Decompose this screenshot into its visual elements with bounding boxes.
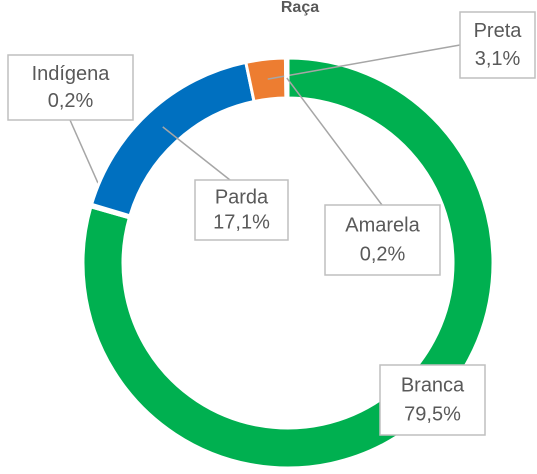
data-label-value: 79,5% — [404, 404, 461, 426]
leader-line — [162, 126, 231, 181]
donut-segment — [81, 56, 495, 470]
chart-title: Raça — [281, 0, 319, 16]
data-label-name: Amarela — [345, 214, 420, 236]
label-box — [7, 54, 134, 121]
data-label-name: Parda — [215, 186, 269, 208]
data-label-name: Preta — [474, 20, 523, 42]
label-box — [324, 204, 441, 276]
data-label-value: 3,1% — [475, 48, 521, 70]
label-box — [379, 364, 486, 436]
label-box — [194, 179, 289, 241]
data-label-value: 17,1% — [213, 211, 270, 233]
donut-segment — [244, 56, 288, 104]
data-label-name: Branca — [401, 374, 465, 396]
donut-segment — [283, 56, 290, 100]
leader-line — [286, 77, 383, 206]
data-label-value: 0,2% — [48, 90, 94, 112]
data-label-name: Indígena — [32, 63, 111, 85]
data-label-value: 0,2% — [360, 244, 406, 266]
label-box — [459, 11, 536, 79]
leader-line — [267, 44, 461, 80]
